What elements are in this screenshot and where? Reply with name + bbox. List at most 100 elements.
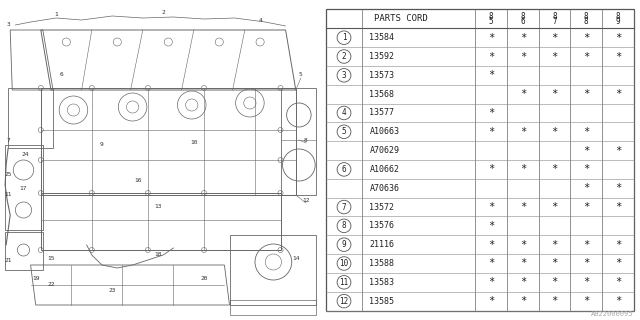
Text: *: * [488,70,494,80]
Text: 13583: 13583 [369,278,394,287]
Text: *: * [614,146,621,156]
Text: 13572: 13572 [369,203,394,212]
Text: 21: 21 [4,258,12,262]
Text: 25: 25 [4,172,12,178]
Text: 6: 6 [342,165,346,174]
Text: 8: 8 [304,138,308,142]
Text: A70629: A70629 [369,146,399,155]
Text: 12: 12 [339,297,349,306]
Text: 8: 8 [584,17,589,26]
Text: 8: 8 [552,12,557,20]
Text: 10: 10 [339,259,349,268]
Text: 9: 9 [100,142,104,148]
Text: *: * [614,259,621,268]
Text: *: * [552,277,557,287]
Text: A10662: A10662 [369,165,399,174]
Text: 8: 8 [342,221,346,230]
Text: 13: 13 [154,204,162,210]
Text: *: * [614,240,621,250]
Text: *: * [552,240,557,250]
Text: 1: 1 [342,33,346,42]
Text: *: * [520,89,526,99]
Text: *: * [488,127,494,137]
Text: *: * [552,202,557,212]
Text: *: * [488,164,494,174]
Text: 9: 9 [342,240,346,249]
Text: 20: 20 [200,276,208,281]
Text: *: * [520,277,526,287]
Text: *: * [520,202,526,212]
Text: *: * [614,202,621,212]
Text: 13584: 13584 [369,33,394,42]
Text: *: * [583,89,589,99]
Text: *: * [520,240,526,250]
Text: *: * [520,52,526,61]
Text: *: * [583,202,589,212]
Text: *: * [552,89,557,99]
Text: *: * [488,202,494,212]
Text: 5: 5 [299,73,303,77]
Text: *: * [552,127,557,137]
Text: 13588: 13588 [369,259,394,268]
Text: *: * [520,164,526,174]
Text: 12: 12 [302,197,310,203]
Text: *: * [614,277,621,287]
Text: PARTS CORD: PARTS CORD [374,14,428,23]
Text: *: * [583,33,589,43]
Text: *: * [488,52,494,61]
Text: 5: 5 [489,17,493,26]
Text: *: * [520,127,526,137]
Text: *: * [583,183,589,193]
Text: *: * [583,52,589,61]
Text: 13592: 13592 [369,52,394,61]
Text: *: * [488,108,494,118]
Text: *: * [488,259,494,268]
Text: 10: 10 [190,140,198,146]
Text: 23: 23 [108,287,116,292]
Text: 14: 14 [292,255,300,260]
Text: 15: 15 [47,255,55,260]
Text: *: * [583,240,589,250]
Text: 3: 3 [6,22,10,28]
Text: *: * [552,52,557,61]
Text: *: * [614,89,621,99]
Text: 7: 7 [342,203,346,212]
Text: 4: 4 [342,108,346,117]
Text: 8: 8 [489,12,493,20]
Text: 11: 11 [339,278,349,287]
Text: 17: 17 [20,186,28,190]
Text: 3: 3 [342,71,346,80]
Text: 2: 2 [342,52,346,61]
Text: 7: 7 [6,138,10,142]
Text: 2: 2 [161,11,165,15]
Text: *: * [488,240,494,250]
Text: 6: 6 [60,73,63,77]
Text: *: * [552,164,557,174]
Text: 1: 1 [54,12,58,18]
Text: 13568: 13568 [369,90,394,99]
Text: *: * [488,277,494,287]
Text: 22: 22 [47,283,55,287]
Text: *: * [583,164,589,174]
Text: *: * [552,33,557,43]
Text: *: * [488,221,494,231]
Text: *: * [488,33,494,43]
Text: *: * [583,277,589,287]
Text: 8: 8 [616,12,620,20]
Text: *: * [520,259,526,268]
Text: A022000095: A022000095 [591,311,634,317]
Text: 7: 7 [552,17,557,26]
Text: *: * [552,296,557,306]
Text: *: * [583,146,589,156]
Text: 13577: 13577 [369,108,394,117]
Text: *: * [520,296,526,306]
Text: *: * [583,296,589,306]
Text: *: * [488,296,494,306]
Text: A70636: A70636 [369,184,399,193]
Text: *: * [583,127,589,137]
Text: 8: 8 [520,12,525,20]
Text: 6: 6 [520,17,525,26]
Text: 19: 19 [32,276,40,281]
Text: 24: 24 [22,153,29,157]
Text: 9: 9 [616,17,620,26]
